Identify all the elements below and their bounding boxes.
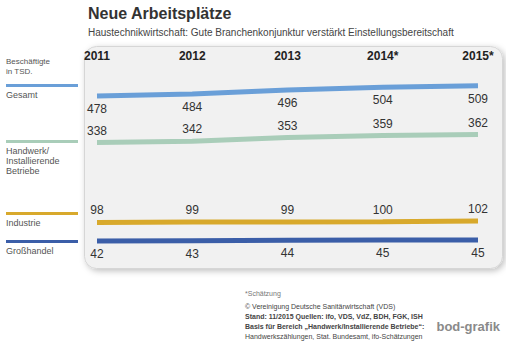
svg-text:2015*: 2015*: [462, 49, 494, 63]
svg-text:99: 99: [281, 203, 295, 217]
svg-text:in TSD.: in TSD.: [6, 67, 33, 76]
svg-text:100: 100: [373, 203, 393, 217]
svg-text:478: 478: [87, 102, 107, 116]
svg-text:Gesamt: Gesamt: [6, 90, 38, 100]
svg-text:Haustechnikwirtschaft: Gute Br: Haustechnikwirtschaft: Gute Branchenkonj…: [88, 27, 454, 38]
svg-text:496: 496: [277, 96, 297, 110]
svg-text:*Schätzung: *Schätzung: [245, 290, 281, 298]
svg-text:42: 42: [90, 247, 104, 261]
svg-text:342: 342: [182, 122, 202, 136]
svg-text:Neue Arbeitsplätze: Neue Arbeitsplätze: [88, 5, 232, 22]
svg-text:bod-grafik: bod-grafik: [436, 319, 500, 334]
svg-text:43: 43: [186, 247, 200, 261]
svg-text:45: 45: [376, 246, 390, 260]
svg-text:44: 44: [281, 246, 295, 260]
svg-text:Installierende: Installierende: [6, 156, 62, 166]
svg-text:509: 509: [468, 92, 488, 106]
svg-text:Basis für Bereich „Handwerk/In: Basis für Bereich „Handwerk/Installieren…: [245, 323, 424, 331]
svg-text:99: 99: [186, 203, 200, 217]
svg-text:Handwerk/: Handwerk/: [6, 146, 50, 156]
svg-text:2011: 2011: [84, 49, 110, 63]
svg-text:504: 504: [373, 93, 393, 107]
svg-text:484: 484: [182, 100, 202, 114]
svg-text:338: 338: [87, 124, 107, 138]
svg-text:45: 45: [471, 246, 485, 260]
svg-text:2013: 2013: [274, 49, 301, 63]
svg-text:2012: 2012: [179, 49, 206, 63]
svg-text:Beschäftigte: Beschäftigte: [6, 57, 52, 66]
svg-text:98: 98: [90, 203, 104, 217]
svg-text:102: 102: [468, 202, 488, 216]
svg-text:Stand: 11/2015 Quellen: ifo, V: Stand: 11/2015 Quellen: ifo, VDS, VdZ, B…: [245, 313, 423, 321]
svg-text:Großhandel: Großhandel: [6, 246, 54, 256]
svg-text:359: 359: [373, 117, 393, 131]
svg-text:Industrie: Industrie: [6, 218, 41, 228]
svg-text:2014*: 2014*: [367, 49, 399, 63]
svg-text:Betriebe: Betriebe: [6, 166, 40, 176]
svg-text:Handwerkszählungen, Stat. Bund: Handwerkszählungen, Stat. Bundesamt, ifo…: [245, 333, 423, 341]
svg-text:© Vereinigung Deutsche Sanitär: © Vereinigung Deutsche Sanitärwirtschaft…: [245, 303, 395, 311]
svg-text:362: 362: [468, 116, 488, 130]
svg-text:353: 353: [277, 119, 297, 133]
